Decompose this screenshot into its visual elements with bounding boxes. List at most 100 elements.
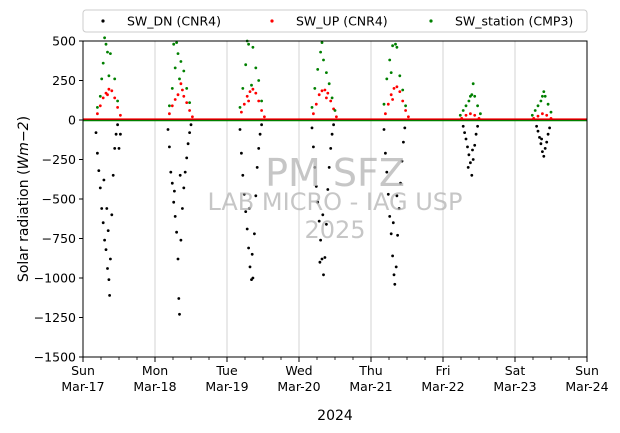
data-point: [325, 222, 328, 226]
data-point: [176, 93, 180, 97]
data-point: [238, 106, 242, 109]
data-point: [546, 132, 550, 136]
data-point: [119, 113, 122, 117]
data-point: [116, 106, 119, 109]
data-point: [313, 166, 317, 169]
data-point: [326, 188, 330, 191]
data-point: [107, 278, 111, 281]
data-point: [177, 297, 181, 300]
x-tick-label-day: Tue: [215, 363, 238, 378]
data-point: [398, 90, 402, 93]
data-point: [175, 41, 179, 44]
data-point: [466, 145, 469, 149]
data-point: [470, 173, 474, 177]
data-point: [179, 60, 183, 63]
data-point: [245, 227, 249, 231]
data-point: [242, 102, 246, 106]
data-point: [105, 207, 109, 210]
data-point: [471, 148, 474, 152]
data-point: [392, 87, 396, 90]
data-point: [101, 96, 105, 100]
data-point: [541, 112, 544, 116]
data-point: [391, 98, 394, 101]
data-point: [325, 96, 328, 100]
data-point: [464, 104, 468, 108]
x-tick-label-date: Mar-17: [61, 379, 104, 394]
data-point: [179, 82, 183, 86]
data-point: [326, 91, 330, 95]
data-point: [176, 257, 180, 261]
data-point: [107, 87, 111, 91]
data-point: [110, 213, 114, 217]
data-point: [333, 109, 337, 112]
legend-box: [82, 9, 588, 33]
legend-marker-0: [101, 19, 105, 23]
data-point: [321, 213, 325, 217]
data-point: [106, 50, 109, 54]
y-axis-ticks: −1500 −1250 −1000 −750 −500 −250 0 250 500: [34, 34, 83, 365]
data-point: [401, 88, 405, 92]
data-point: [323, 256, 327, 259]
data-point: [185, 101, 189, 104]
data-point: [260, 99, 263, 103]
data-point: [384, 151, 387, 155]
data-point: [463, 131, 466, 135]
data-point: [109, 257, 112, 261]
x-tick-label-day: Sun: [71, 363, 95, 378]
data-point: [241, 87, 245, 90]
data-point: [397, 207, 401, 210]
data-point: [248, 265, 252, 269]
data-point: [251, 45, 255, 49]
data-point: [460, 117, 464, 120]
x-tick-label-date: Mar-19: [205, 379, 248, 394]
data-point: [170, 181, 174, 185]
data-point: [479, 112, 482, 116]
vertical-gridlines: [154, 41, 516, 357]
data-point: [542, 90, 546, 93]
data-point: [314, 185, 318, 188]
x-tick-label-day: Sun: [575, 363, 599, 378]
y-tick-label: −750: [42, 231, 76, 246]
data-point: [470, 93, 474, 97]
data-point: [386, 102, 390, 106]
data-point: [317, 219, 321, 223]
data-point: [312, 112, 315, 116]
data-point: [116, 99, 119, 103]
data-point: [471, 82, 475, 86]
data-point: [250, 83, 253, 87]
data-point: [404, 104, 407, 108]
series-1: [96, 82, 553, 120]
data-point: [247, 246, 251, 250]
data-point: [399, 181, 402, 185]
data-point: [395, 194, 399, 198]
data-point: [473, 143, 477, 147]
y-tick-label: −1000: [34, 271, 76, 286]
data-point: [97, 169, 101, 173]
y-tick-label: 0: [68, 113, 76, 128]
data-point: [185, 156, 189, 160]
data-point: [471, 158, 475, 161]
data-point: [186, 142, 190, 146]
data-point: [240, 110, 243, 114]
legend: SW_DN (CNR4) SW_UP (CNR4) SW_station (CMP3…: [82, 9, 588, 33]
data-point: [548, 126, 551, 130]
data-point: [173, 189, 176, 193]
zero-line: [83, 118, 587, 122]
x-tick-label-day: Mon: [142, 363, 168, 378]
data-point: [538, 136, 541, 139]
data-point: [238, 128, 242, 131]
data-point: [168, 145, 171, 149]
data-point: [245, 94, 249, 98]
legend-label-2: SW_station (CMP3): [455, 14, 573, 29]
data-point: [104, 42, 108, 46]
data-point: [382, 102, 386, 106]
data-point: [549, 110, 553, 114]
data-point: [253, 232, 256, 236]
data-point: [541, 150, 544, 154]
data-point: [316, 68, 320, 71]
x-tick-label-day: Wed: [285, 363, 312, 378]
data-point: [168, 104, 171, 108]
data-point: [320, 89, 324, 93]
data-point: [476, 104, 479, 108]
data-point: [549, 117, 553, 120]
